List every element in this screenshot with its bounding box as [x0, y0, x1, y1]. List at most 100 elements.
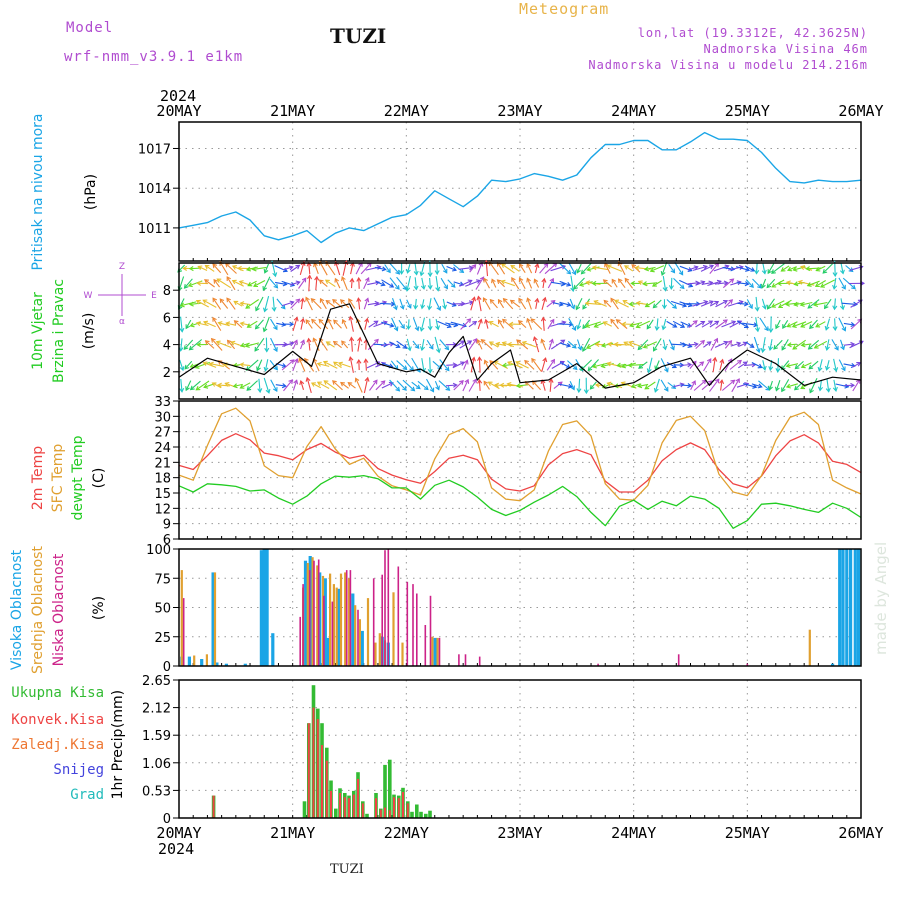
wind-arrow	[219, 298, 229, 309]
wind-arrowhead	[754, 306, 760, 312]
wind-arrow	[360, 262, 372, 275]
wind-arrow	[325, 300, 336, 308]
wind-arrowhead	[745, 267, 751, 272]
wind-arrow	[312, 338, 320, 352]
wind-arrowhead	[630, 280, 636, 286]
wind-arrowhead	[582, 346, 587, 352]
wind-arrow	[381, 382, 394, 389]
wind-arrowhead	[679, 284, 685, 290]
y-tick-label: 75	[154, 572, 171, 587]
wind-arrowhead	[617, 278, 623, 284]
wind-arrowhead	[374, 338, 379, 344]
wind-arrowhead	[399, 270, 405, 275]
mid-cloud-bar	[344, 572, 347, 666]
wind-arrowhead	[305, 319, 311, 325]
wind-arrow	[775, 319, 781, 329]
precip-legend-item: Konvek.Kisa	[11, 712, 104, 728]
wind-arrowhead	[785, 280, 791, 286]
wind-arrowhead	[419, 271, 425, 277]
wind-arrow	[833, 298, 836, 310]
high-cloud-bar	[271, 633, 275, 666]
conv-precip-bar	[325, 760, 328, 818]
wind-arrowhead	[263, 268, 269, 274]
wind-arrow	[196, 322, 209, 327]
wind-arrow	[762, 337, 766, 353]
wind-arrow	[544, 262, 557, 275]
wind-arrowhead	[300, 260, 306, 267]
wind-arrowhead	[723, 340, 729, 346]
wind-arrowhead	[208, 361, 214, 367]
wind-arrow	[534, 279, 540, 288]
wind-arrowhead	[800, 342, 806, 348]
high-cloud-bar	[831, 663, 835, 666]
wind-arrow	[497, 279, 505, 288]
wind-arrowhead	[381, 266, 387, 272]
low-cloud-bar	[746, 663, 749, 666]
wind-arrowhead	[195, 321, 201, 327]
wind-arrow	[350, 337, 353, 352]
low-cloud-bar	[302, 584, 304, 666]
mid-cloud-bar	[347, 578, 351, 667]
wind-arrowhead	[766, 304, 772, 310]
wind-arrow	[348, 298, 356, 309]
wind-arrow	[292, 380, 298, 391]
y-tick-label: 24	[154, 441, 171, 456]
wind-arrowhead	[348, 315, 354, 321]
wind-arrow	[369, 379, 378, 391]
wind-arrow	[707, 280, 722, 287]
wind-arrowhead	[787, 266, 793, 272]
y-tick-label: 12	[154, 502, 171, 517]
wind-arrow	[689, 361, 697, 369]
mid-cloud-bar	[808, 629, 811, 666]
wind-arrowhead	[526, 277, 531, 283]
wind-arrow	[680, 321, 692, 328]
wind-arrowhead	[637, 280, 643, 286]
wind-arrowhead	[832, 326, 838, 332]
wind-arrowhead	[661, 304, 667, 310]
wind-arrow	[541, 297, 546, 310]
wind-arrow	[576, 339, 582, 350]
wind-arrow	[660, 358, 669, 372]
wind-arrow	[412, 317, 419, 331]
wind-arrowhead	[638, 364, 644, 369]
wind-arrowhead	[239, 362, 245, 368]
wind-arrowhead	[480, 338, 486, 344]
y-tick-label: 50	[154, 602, 171, 617]
wind-arrowhead	[299, 297, 306, 303]
wind-arrowhead	[566, 342, 572, 348]
temp-2m-line	[178, 433, 862, 493]
wind-arrowhead	[817, 386, 824, 392]
wind-arrow	[252, 266, 267, 271]
high-cloud-bar	[845, 549, 849, 666]
mid-cloud-bar	[193, 655, 196, 666]
high-cloud-bar	[841, 549, 845, 666]
wind-arrow	[406, 275, 411, 291]
wind-arrowhead	[749, 283, 754, 288]
wind-arrow	[752, 278, 762, 289]
wind-arrow	[550, 339, 565, 350]
wind-arrowhead	[179, 302, 185, 308]
wind-arrow	[569, 298, 575, 309]
wind-arrowhead	[237, 265, 242, 271]
wind-arrowhead	[356, 276, 362, 282]
wind-arrow	[581, 262, 592, 275]
wind-arrow	[769, 339, 773, 351]
wind-arrowhead	[518, 277, 524, 283]
wind-arrow	[305, 297, 313, 311]
wind-arrow	[526, 298, 532, 310]
wind-arrow	[274, 265, 288, 272]
wind-arrow	[610, 319, 619, 330]
wind-arrow	[688, 320, 698, 329]
wind-arrowhead	[442, 304, 448, 310]
wind-arrowhead	[477, 318, 483, 324]
wind-arrowhead	[833, 367, 839, 373]
wind-arrow	[264, 359, 269, 371]
wind-arrowhead	[767, 269, 772, 275]
conv-precip-bar	[321, 745, 323, 818]
wind-arrowhead	[204, 340, 210, 345]
wind-arrowhead	[246, 323, 252, 328]
wind-arrow	[510, 299, 521, 308]
wind-arrowhead	[719, 379, 725, 385]
wind-arrow	[426, 378, 434, 392]
low-cloud-bar	[308, 570, 311, 666]
